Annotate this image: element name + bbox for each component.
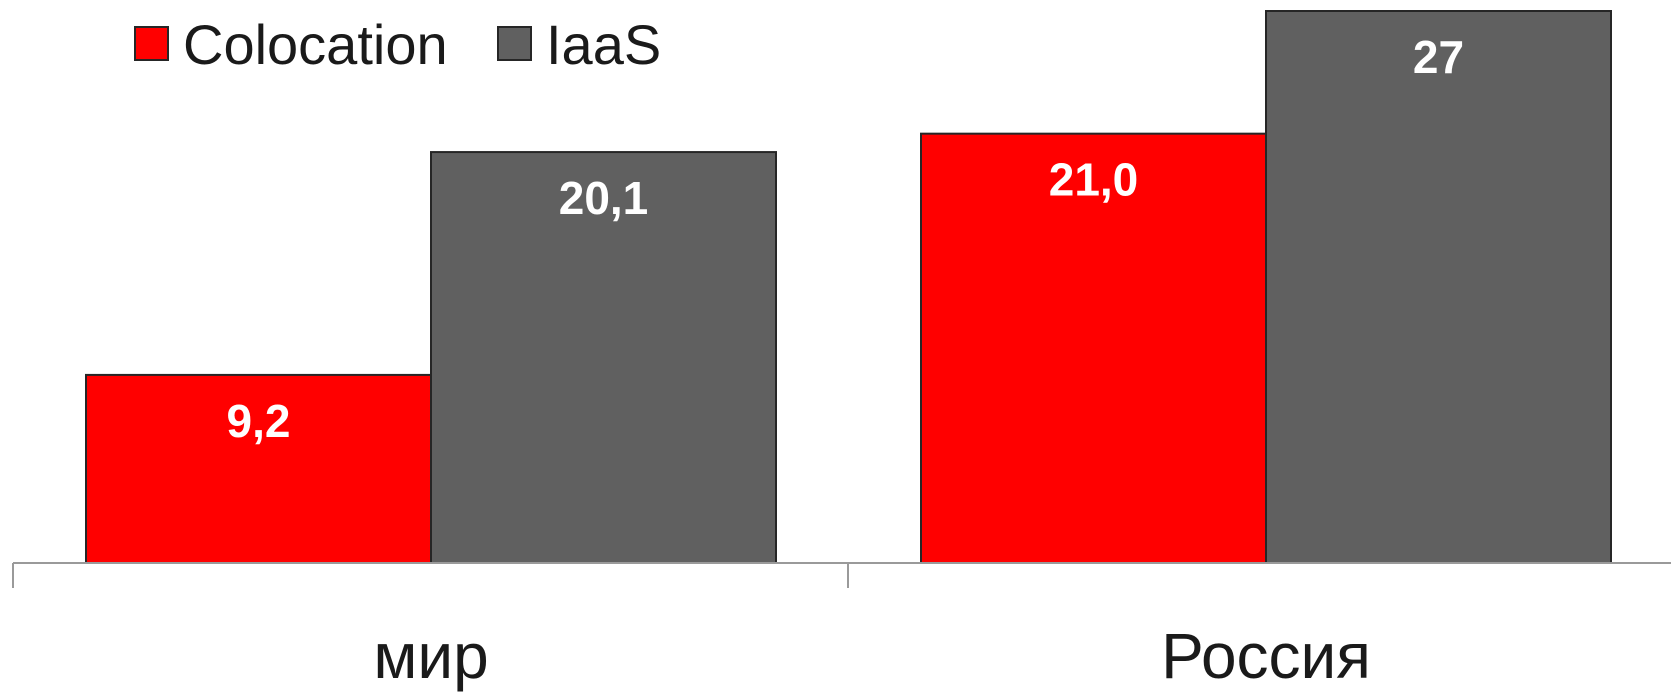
bar-iaas-1: [430, 151, 777, 564]
data-label: 9,2: [227, 395, 291, 447]
x-axis: [12, 562, 1671, 588]
bar-colocation-2: [920, 132, 1267, 565]
legend-swatch: [134, 26, 169, 61]
data-label: 20,1: [559, 172, 649, 224]
category-label: Россия: [1161, 620, 1371, 692]
category-label: мир: [373, 620, 488, 692]
legend-label: IaaS: [546, 13, 661, 76]
legend-swatch: [497, 26, 532, 61]
data-label: 21,0: [1049, 154, 1139, 206]
category-labels: мир Россия: [373, 620, 1371, 692]
data-label: 27: [1413, 31, 1464, 83]
legend: Colocation IaaS: [134, 13, 661, 76]
legend-label: Colocation: [183, 13, 448, 76]
bars: 9,2 20,1 21,0 27: [85, 10, 1612, 565]
bar-colocation-1: [85, 373, 432, 564]
bar-iaas-2: [1265, 10, 1612, 564]
